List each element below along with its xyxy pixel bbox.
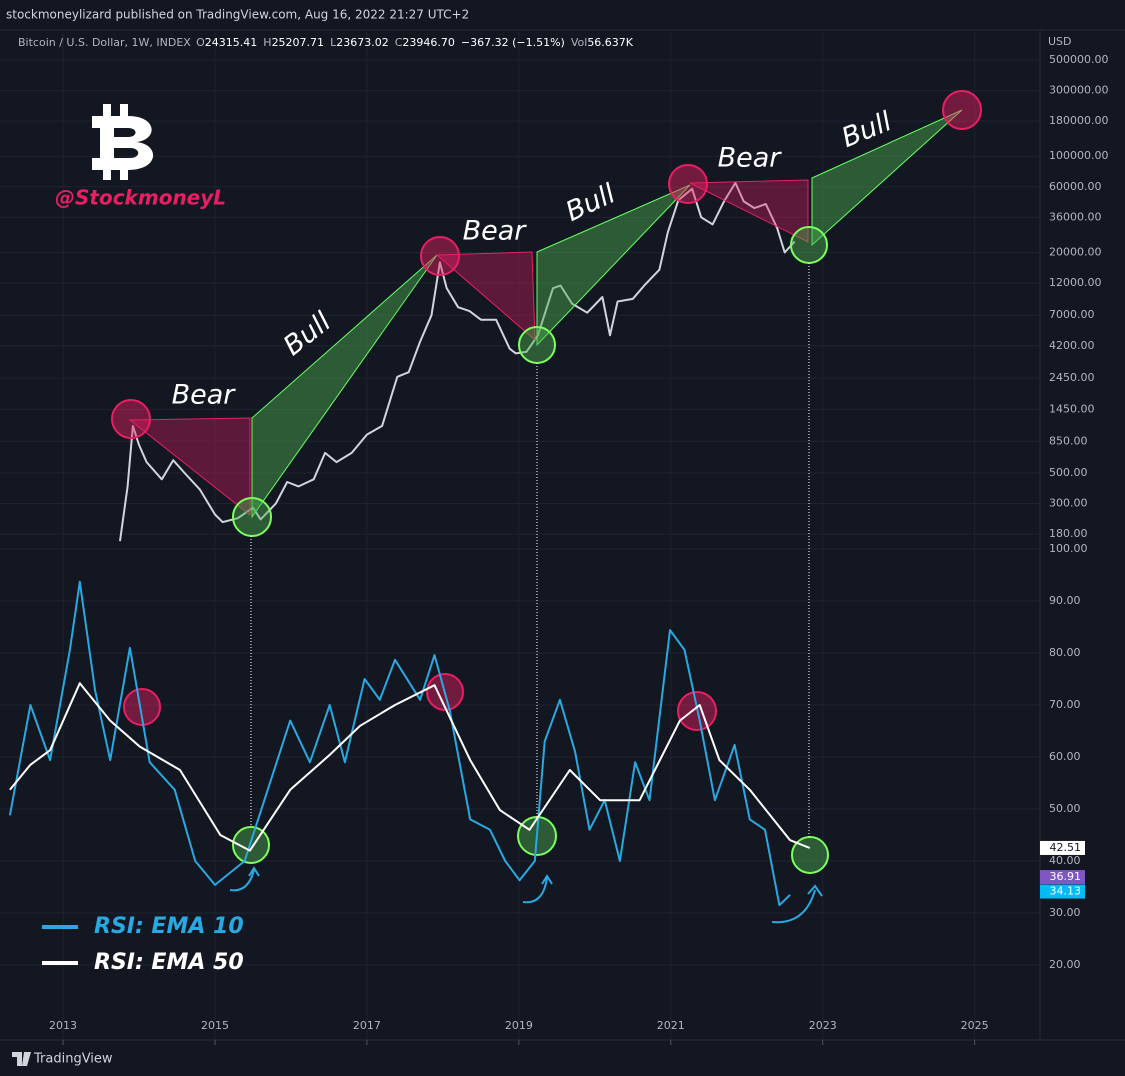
bull-zone — [251, 254, 438, 519]
y-tick-label: 500.00 — [1049, 466, 1088, 479]
tv-logo — [12, 1052, 31, 1066]
bitcoin-logo — [92, 104, 154, 180]
symbol: Bitcoin / U.S. Dollar, 1W, INDEX — [18, 36, 191, 49]
y-tick-label: 60.00 — [1049, 750, 1081, 763]
symbol-line: Bitcoin / U.S. Dollar, 1W, INDEX O24315.4… — [18, 36, 634, 49]
footer: TradingView — [12, 1052, 113, 1067]
bull-zone — [811, 109, 963, 247]
x-tick-label: 2025 — [961, 1019, 989, 1032]
y-tick-label: 60000.00 — [1049, 180, 1102, 193]
x-tick-label: 2013 — [49, 1019, 77, 1032]
y-tick-label: 180.00 — [1049, 527, 1088, 540]
y-tick-label: 4200.00 — [1049, 339, 1095, 352]
ohlc-key: H — [263, 36, 271, 49]
x-tick-label: 2015 — [201, 1019, 229, 1032]
bear-zone — [689, 179, 809, 243]
bottom-circle — [790, 226, 828, 264]
ohlc-value: 25207.71 — [272, 36, 325, 49]
y-tick-label: 12000.00 — [1049, 276, 1102, 289]
last-value-label: 36.91 — [1050, 870, 1082, 883]
ohlc-value: 23673.02 — [336, 36, 389, 49]
y-tick-label: 50.00 — [1049, 802, 1081, 815]
y-tick-label: 850.00 — [1049, 434, 1088, 447]
last-value-box — [1040, 884, 1085, 899]
top-circle — [668, 164, 708, 204]
watermark: @StockmoneyL — [55, 186, 226, 210]
footer-brand: TradingView — [33, 1052, 113, 1067]
annotation-text: Bear — [172, 380, 237, 411]
currency: USD — [1048, 35, 1072, 48]
annotation-text: Bear — [463, 216, 528, 247]
last-value-box — [1040, 840, 1085, 855]
published-line: stockmoneylizard published on TradingVie… — [6, 8, 469, 22]
y-tick-label: 70.00 — [1049, 698, 1081, 711]
price-pane — [119, 181, 796, 542]
y-tick-label: 300000.00 — [1049, 84, 1109, 97]
y-tick-label: 40.00 — [1049, 854, 1081, 867]
volume-key: Vol — [571, 36, 587, 49]
y-tick-label: 300.00 — [1049, 497, 1088, 510]
series-line — [9, 682, 811, 852]
y-tick-label: 500000.00 — [1049, 53, 1109, 66]
legend-label: RSI: EMA 10 — [94, 914, 244, 939]
rsi-pane — [8, 580, 811, 907]
y-tick-label: 2450.00 — [1049, 371, 1095, 384]
x-tick-label: 2021 — [657, 1019, 685, 1032]
series-line — [8, 580, 791, 907]
ohlc-key: C — [395, 36, 403, 49]
x-tick-label: 2023 — [809, 1019, 837, 1032]
ohlc-key: L — [330, 36, 337, 49]
y-tick-label: 36000.00 — [1049, 210, 1102, 223]
x-tick-label: 2019 — [505, 1019, 533, 1032]
x-tick-label: 2017 — [353, 1019, 381, 1032]
ohlc-value: 23946.70 — [402, 36, 455, 49]
last-value-label: 34.13 — [1050, 885, 1082, 898]
bottom-circle — [232, 497, 272, 537]
change: −367.32 (−1.51%) — [461, 36, 565, 49]
bottom-circle — [518, 326, 556, 364]
y-tick-label: 100.00 — [1049, 542, 1088, 555]
y-tick-label: 7000.00 — [1049, 308, 1095, 321]
ohlc-key: O — [196, 36, 205, 49]
legend-label: RSI: EMA 50 — [94, 950, 244, 975]
top-circle — [420, 236, 460, 276]
arrow — [522, 874, 553, 904]
ohlc-value: 24315.41 — [205, 36, 258, 49]
y-tick-label: 20000.00 — [1049, 245, 1102, 258]
last-value-box — [1040, 870, 1085, 885]
y-tick-label: 100000.00 — [1049, 149, 1109, 162]
series-line — [119, 181, 796, 542]
annotation-text: Bear — [718, 143, 783, 174]
y-tick-label: 30.00 — [1049, 906, 1081, 919]
rsi-top-circle — [123, 688, 161, 726]
bull-zone — [536, 184, 691, 347]
last-value-label: 42.51 — [1050, 841, 1082, 854]
rsi-bottom-circle — [791, 836, 829, 874]
bear-zone — [128, 417, 251, 517]
axes: 500000.00 300000.00 180000.00 100000.00 6000… — [42, 53, 1109, 1045]
y-tick-label: 80.00 — [1049, 646, 1081, 659]
y-tick-label: 180000.00 — [1049, 114, 1109, 127]
top-circle — [942, 90, 982, 130]
y-tick-label: 90.00 — [1049, 594, 1081, 607]
y-tick-label: 1450.00 — [1049, 402, 1095, 415]
top-circle — [111, 399, 151, 439]
bear-zone — [435, 251, 536, 342]
arrow — [771, 884, 823, 924]
volume-value: 56.637K — [587, 36, 633, 49]
y-tick-label: 20.00 — [1049, 958, 1081, 971]
arrow — [229, 866, 260, 892]
